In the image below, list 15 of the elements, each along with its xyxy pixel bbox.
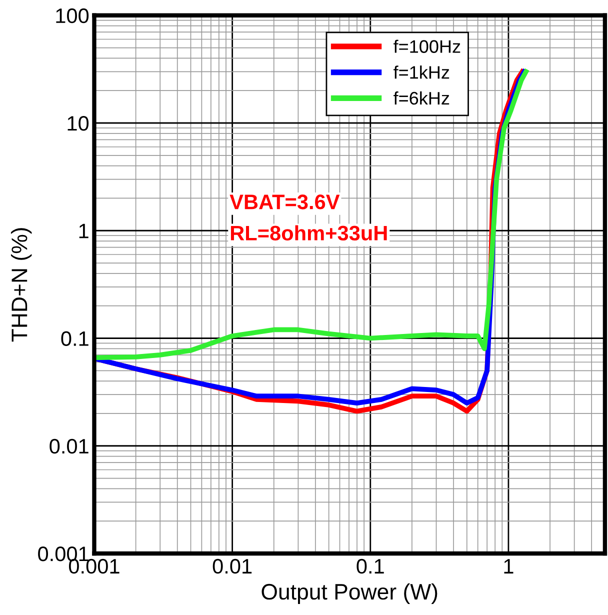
annotation: VBAT=3.6V (230, 194, 340, 210)
y-tick-label: 0.1 (61, 331, 88, 346)
y-tick-label: 0.01 (50, 438, 88, 454)
y-tick-label: 1 (79, 224, 88, 238)
x-axis-title: Output Power (W) (262, 583, 438, 604)
annotation: RL=8ohm+33uH (230, 225, 387, 241)
legend-label: f=1kHz (394, 66, 450, 79)
y-axis-title: THD+N (%) (10, 228, 32, 342)
x-tick-label: 0.1 (356, 558, 384, 574)
y-tick-label: 100 (56, 8, 89, 24)
x-tick-label: 1 (504, 559, 514, 574)
legend-label: f=6kHz (394, 91, 450, 105)
x-tick-label: 0.01 (212, 558, 252, 574)
legend-label: f=100Hz (394, 40, 460, 53)
y-tick-label: 10 (68, 116, 89, 131)
